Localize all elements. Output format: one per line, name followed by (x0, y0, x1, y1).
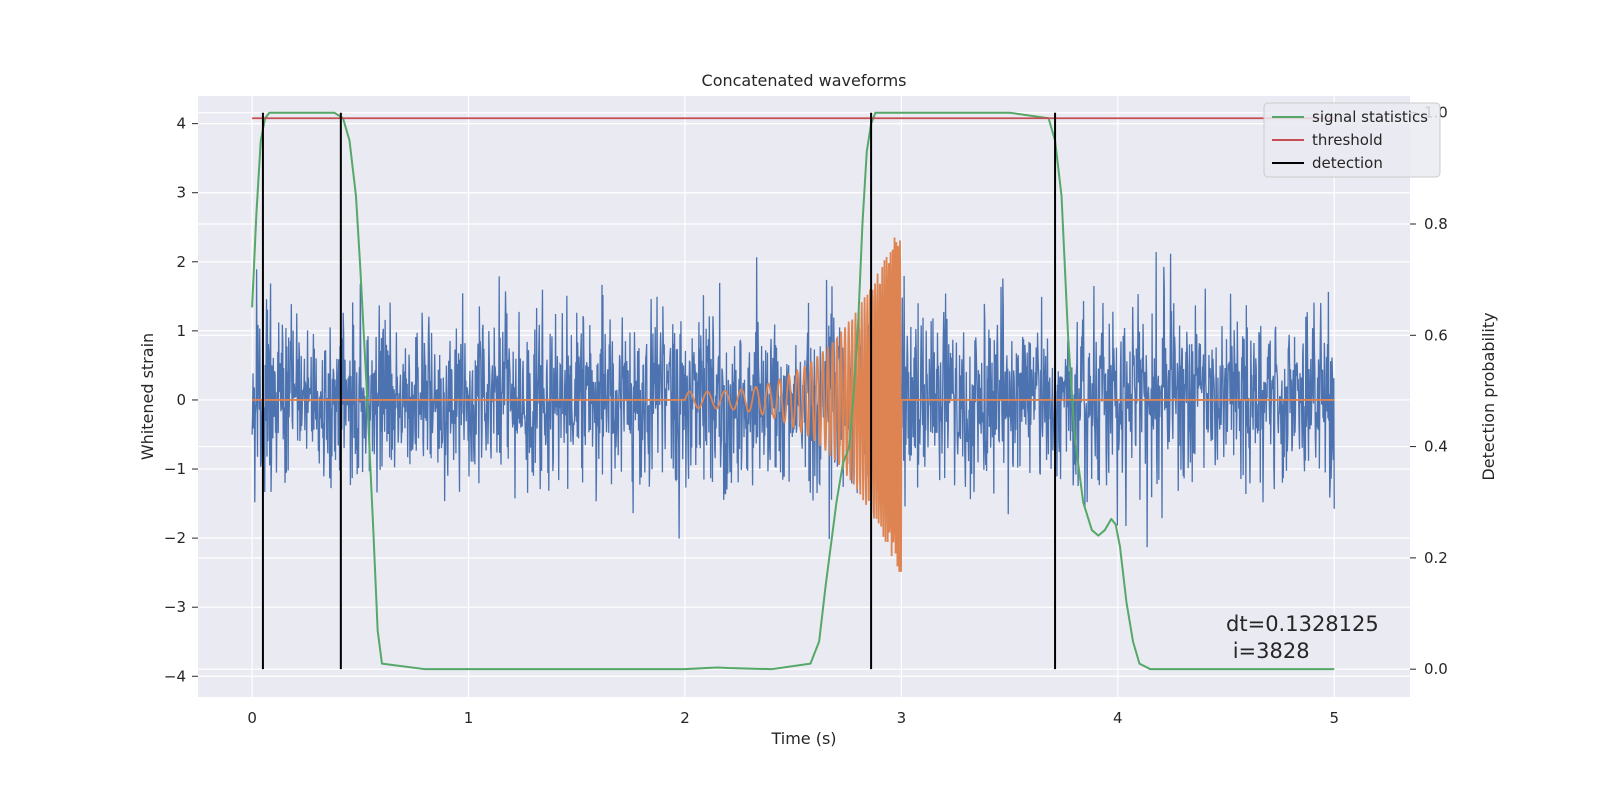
x-tick-label: 1 (464, 709, 474, 727)
y-axis-right-title: Detection probability (1479, 312, 1498, 480)
signal-statistics-line (251, 111, 1335, 671)
x-tick-label: 2 (680, 709, 690, 727)
x-tick-label: 4 (1113, 709, 1123, 727)
legend: signal statistics threshold detection (1263, 102, 1441, 178)
plot-area (251, 111, 1335, 671)
chart-title: Concatenated waveforms (702, 71, 907, 90)
y-tick-label: 4 (176, 115, 186, 133)
annotation-line-2: i=3828 (1226, 639, 1310, 663)
legend-label: signal statistics (1312, 108, 1428, 126)
y-axis-title: Whitened strain (138, 333, 157, 460)
annotation-line-1: dt=0.1328125 (1226, 612, 1379, 636)
y-tick-label: 3 (176, 184, 186, 202)
legend-label: threshold (1312, 131, 1383, 149)
x-axis-title: Time (s) (770, 729, 836, 748)
legend-label: detection (1312, 154, 1383, 172)
y-right-tick-label: 0.8 (1424, 215, 1448, 233)
legend-box (1263, 102, 1441, 178)
y-tick-label: 1 (176, 322, 186, 340)
x-tick-label: 3 (897, 709, 907, 727)
y-right-tick-label: 0.2 (1424, 549, 1448, 567)
y-right-tick-label: 0.4 (1424, 438, 1448, 456)
y-tick-label: −4 (164, 667, 186, 685)
y-tick-label: −2 (164, 529, 186, 547)
y-tick-label: 0 (176, 391, 186, 409)
x-tick-label: 0 (247, 709, 257, 727)
y-right-tick-label: 0.0 (1424, 660, 1448, 678)
y-tick-label: −3 (164, 598, 186, 616)
y-tick-label: −1 (164, 460, 186, 478)
waveform-line (252, 237, 1335, 572)
x-tick-label: 5 (1329, 709, 1339, 727)
y-right-tick-label: 0.6 (1424, 326, 1448, 344)
strain-noise-line (251, 252, 1335, 548)
y-tick-label: 2 (176, 253, 186, 271)
